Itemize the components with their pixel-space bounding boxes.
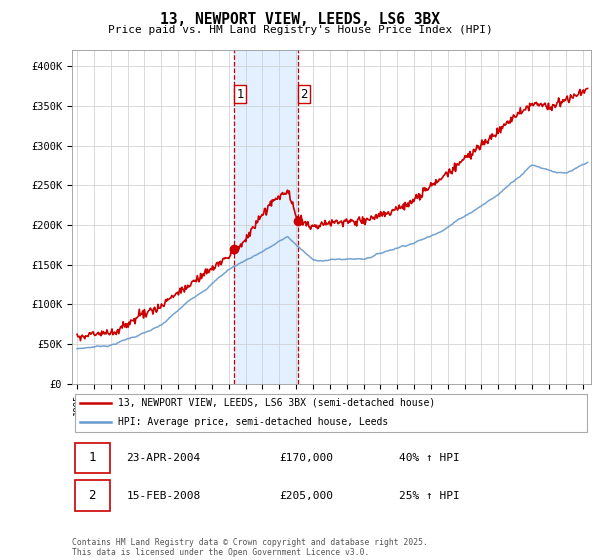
Text: 2: 2 [301, 87, 308, 101]
Text: 1: 1 [88, 451, 96, 464]
FancyBboxPatch shape [74, 480, 110, 511]
Text: 25% ↑ HPI: 25% ↑ HPI [399, 491, 460, 501]
Bar [234, 50, 298, 384]
Text: 15-FEB-2008: 15-FEB-2008 [127, 491, 201, 501]
FancyBboxPatch shape [74, 394, 587, 432]
Text: 13, NEWPORT VIEW, LEEDS, LS6 3BX: 13, NEWPORT VIEW, LEEDS, LS6 3BX [160, 12, 440, 27]
Text: 2: 2 [88, 489, 96, 502]
Text: 40% ↑ HPI: 40% ↑ HPI [399, 453, 460, 463]
Text: £170,000: £170,000 [280, 453, 334, 463]
Text: HPI: Average price, semi-detached house, Leeds: HPI: Average price, semi-detached house,… [118, 417, 388, 427]
Text: Price paid vs. HM Land Registry's House Price Index (HPI): Price paid vs. HM Land Registry's House … [107, 25, 493, 35]
FancyBboxPatch shape [74, 442, 110, 473]
Text: Contains HM Land Registry data © Crown copyright and database right 2025.
This d: Contains HM Land Registry data © Crown c… [72, 538, 428, 557]
Text: 13, NEWPORT VIEW, LEEDS, LS6 3BX (semi-detached house): 13, NEWPORT VIEW, LEEDS, LS6 3BX (semi-d… [118, 398, 435, 408]
Text: 23-APR-2004: 23-APR-2004 [127, 453, 201, 463]
Text: 1: 1 [236, 87, 244, 101]
Text: £205,000: £205,000 [280, 491, 334, 501]
